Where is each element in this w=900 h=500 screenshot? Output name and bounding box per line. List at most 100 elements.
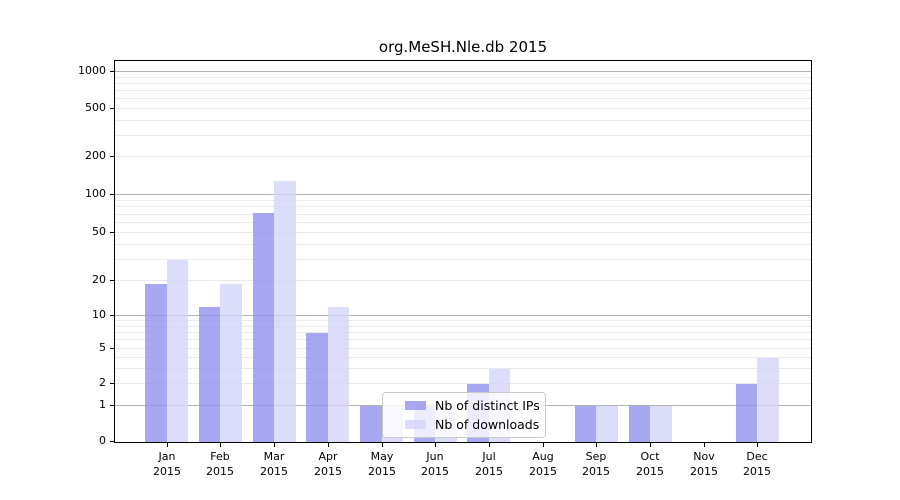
y-tick-label-2: 2 [99,376,106,389]
x-tick-mark-may [382,443,383,447]
x-tick-label-year: 2015 [475,465,503,478]
bar-distinct-ips-feb [198,307,221,442]
x-tick-mark-nov [704,443,705,447]
legend-label-downloads: Nb of downloads [435,417,540,432]
legend-item-distinct-ips: Nb of distinct IPs [405,398,540,413]
gridline-minor-80 [115,206,811,207]
x-tick-label-month: Feb [210,450,230,463]
y-tick-label-1000: 1000 [78,64,106,77]
x-tick-label-mar: Mar 2015 [246,449,302,479]
gridline-minor-7 [115,332,811,333]
x-tick-label-month: Dec [746,450,768,463]
gridline-minor-700 [115,90,811,91]
gridline-minor-8 [115,326,811,327]
gridline-minor-9 [115,320,811,321]
y-tick-label-200: 200 [85,149,106,162]
legend-item-downloads: Nb of downloads [405,417,540,432]
x-tick-label-year: 2015 [743,465,771,478]
gridline-minor-3 [115,368,811,369]
y-tick-mark-200 [110,156,114,157]
x-tick-mark-oct [650,443,651,447]
bar-downloads-oct [650,406,672,442]
y-tick-mark-100 [110,194,114,195]
bar-downloads-apr [327,307,350,442]
gridline-minor-900 [115,77,811,78]
bar-distinct-ips-oct [628,406,650,442]
x-tick-mark-feb [220,443,221,447]
gridline-minor-4 [115,357,811,358]
legend-label-distinct-ips: Nb of distinct IPs [435,398,540,413]
y-tick-label-10: 10 [92,308,106,321]
x-tick-label-jun: Jun 2015 [407,449,463,479]
x-tick-label-oct: Oct 2015 [622,449,678,479]
bar-distinct-ips-jan [145,284,167,442]
gridline-minor-2 [115,383,811,384]
x-tick-label-jul: Jul 2015 [461,449,517,479]
y-tick-mark-1 [110,405,114,406]
x-tick-label-month: Mar [263,450,285,463]
gridline-major-10 [115,315,811,316]
x-tick-mark-jan [167,443,168,447]
gridline-major-1000 [115,71,811,72]
y-tick-mark-50 [110,232,114,233]
y-tick-label-20: 20 [92,273,106,286]
y-tick-label-1: 1 [99,398,106,411]
x-tick-label-jan: Jan 2015 [139,449,195,479]
x-tick-label-month: Sep [585,450,607,463]
x-tick-mark-jun [435,443,436,447]
x-tick-label-year: 2015 [690,465,718,478]
y-tick-label-100: 100 [85,187,106,200]
x-tick-label-year: 2015 [206,465,234,478]
x-tick-label-month: Aug [532,450,554,463]
x-tick-mark-jul [489,443,490,447]
x-tick-label-apr: Apr 2015 [300,449,356,479]
chart-title: org.MeSH.Nle.db 2015 [378,38,548,56]
legend: Nb of distinct IPs Nb of downloads [382,392,546,438]
gridline-minor-30 [115,259,811,260]
bar-distinct-ips-dec [735,384,758,442]
bar-distinct-ips-sep [574,406,597,442]
bar-distinct-ips-apr [306,333,328,442]
y-tick-mark-10 [110,315,114,316]
gridline-minor-500 [115,108,811,109]
bar-downloads-dec [757,358,779,442]
bar-downloads-sep [596,406,618,442]
x-tick-label-year: 2015 [582,465,610,478]
bar-downloads-jan [166,260,189,442]
x-tick-label-sep: Sep 2015 [568,449,624,479]
x-tick-label-year: 2015 [153,465,181,478]
x-tick-mark-mar [274,443,275,447]
y-tick-mark-500 [110,108,114,109]
x-tick-label-month: Jul [482,450,496,463]
y-tick-mark-20 [110,280,114,281]
plot-area: Nb of distinct IPs Nb of downloads [114,60,812,443]
y-tick-label-0: 0 [99,434,106,447]
legend-swatch-downloads [405,420,426,429]
y-tick-label-50: 50 [92,225,106,238]
x-tick-label-nov: Nov 2015 [676,449,732,479]
legend-swatch-distinct-ips [405,401,426,410]
gridline-minor-70 [115,214,811,215]
x-tick-label-may: May 2015 [354,449,410,479]
x-tick-label-month: Jun [426,450,444,463]
x-tick-label-dec: Dec 2015 [729,449,785,479]
x-tick-label-month: May [370,450,394,463]
y-tick-mark-5 [110,348,114,349]
gridline-minor-40 [115,244,811,245]
y-tick-label-500: 500 [85,101,106,114]
gridline-minor-200 [115,156,811,157]
x-tick-mark-dec [757,443,758,447]
x-tick-label-year: 2015 [529,465,557,478]
x-tick-mark-aug [543,443,544,447]
gridline-minor-800 [115,83,811,84]
x-tick-label-month: Jan [158,450,176,463]
x-tick-label-month: Oct [640,450,660,463]
gridline-minor-90 [115,200,811,201]
gridline-minor-300 [115,135,811,136]
x-tick-label-year: 2015 [260,465,288,478]
x-tick-label-month: Apr [318,450,338,463]
y-tick-mark-0 [110,441,114,442]
y-tick-label-5: 5 [99,341,106,354]
x-tick-label-year: 2015 [636,465,664,478]
